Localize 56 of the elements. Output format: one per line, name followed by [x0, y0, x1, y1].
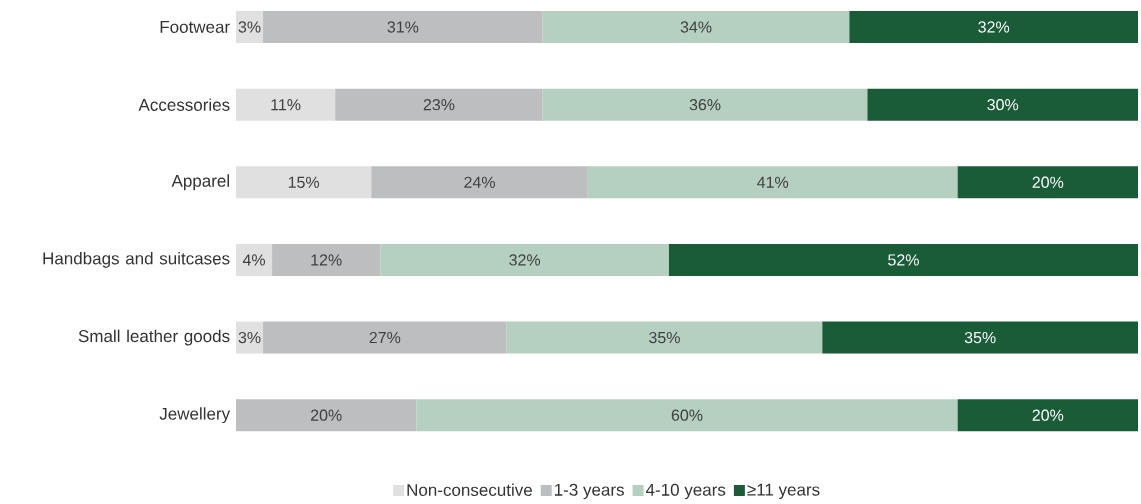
bar: [822, 321, 1139, 354]
data-label: 27%: [369, 331, 401, 344]
bar: [371, 166, 588, 199]
bar: [867, 88, 1139, 121]
data-label: 34%: [680, 21, 712, 33]
data-label: 11%: [271, 99, 301, 111]
data-label: 41%: [757, 176, 789, 188]
data-label: 60%: [671, 409, 703, 421]
bar: [263, 11, 543, 44]
bar: [957, 166, 1139, 199]
data-label: 36%: [689, 98, 721, 111]
data-label: 23%: [423, 98, 455, 111]
data-label: 32%: [978, 21, 1010, 33]
bar: [236, 321, 264, 354]
data-label: 4%: [242, 254, 266, 266]
y-tick-label: Apparel: [171, 174, 229, 191]
data-label: 20%: [311, 409, 342, 421]
bar: [236, 11, 264, 44]
y-tick-label: Small leather goods: [78, 329, 230, 346]
data-label: 15%: [288, 176, 320, 188]
bar: [236, 399, 417, 432]
bar: [957, 399, 1139, 432]
bar: [849, 11, 1139, 44]
y-tick-label: Jewellery: [159, 407, 231, 424]
data-label: 30%: [987, 98, 1019, 111]
bar: [236, 166, 372, 199]
bar: [263, 321, 507, 354]
data-label: 24%: [464, 176, 495, 188]
data-label: 35%: [964, 331, 996, 344]
data-label: 31%: [387, 21, 419, 33]
data-label: 32%: [509, 254, 541, 266]
legend-label: 1-3 years: [555, 483, 624, 500]
bar: [668, 243, 1139, 276]
bar: [236, 243, 273, 276]
data-label: 52%: [888, 254, 919, 266]
data-label: 12%: [311, 254, 342, 266]
bar: [542, 11, 850, 44]
bar: [587, 166, 958, 199]
bar: [335, 88, 543, 121]
data-label: 20%: [1032, 176, 1064, 188]
legend-label: Non-consecutive: [407, 483, 532, 497]
bar: [416, 399, 958, 432]
legend-label: 4-10 years: [645, 483, 726, 500]
bar: [272, 243, 381, 276]
data-label: 35%: [649, 331, 680, 344]
bar: [380, 243, 669, 276]
y-tick-label: Handbags and suitcases: [43, 252, 230, 268]
data-label: 3%: [238, 331, 261, 344]
y-tick-label: Footwear: [160, 21, 230, 33]
bar: [542, 88, 868, 121]
data-label: 3%: [238, 21, 261, 33]
bar: [236, 88, 336, 121]
legend-label: ≥11 years: [747, 483, 820, 500]
y-tick-label: Accessories: [138, 98, 230, 111]
data-label: 20%: [1032, 409, 1064, 421]
bar: [506, 321, 823, 354]
